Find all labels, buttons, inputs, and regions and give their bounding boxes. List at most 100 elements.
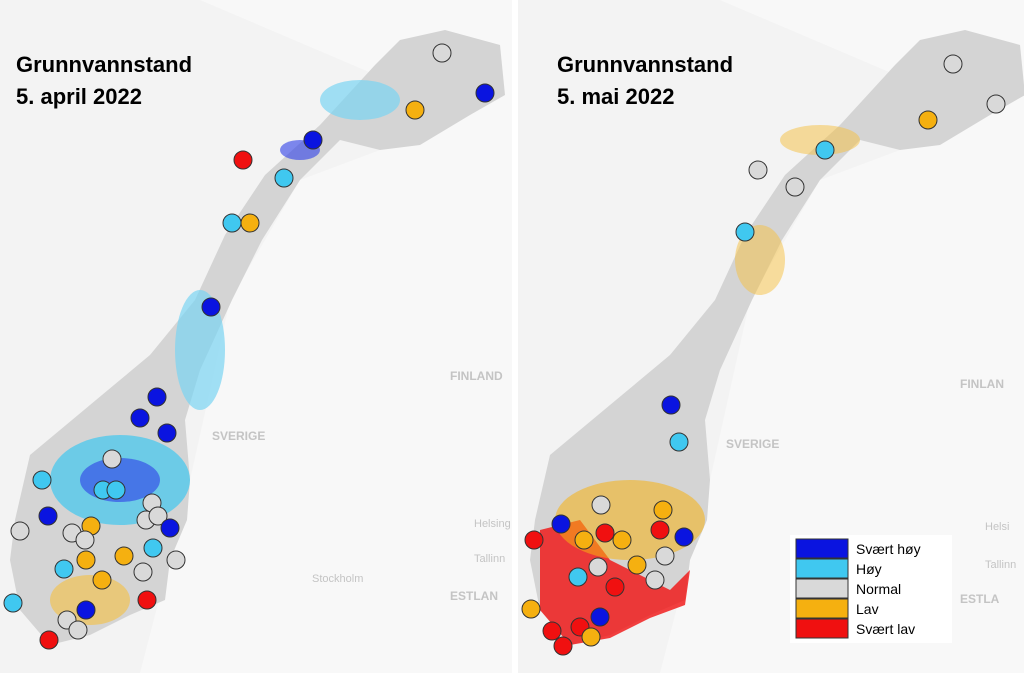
station-marker — [627, 555, 647, 575]
station-marker — [612, 530, 632, 550]
legend-swatch — [795, 578, 849, 599]
station-marker — [405, 100, 425, 120]
station-marker — [148, 506, 168, 526]
station-marker — [542, 621, 562, 641]
legend-label: Lav — [856, 601, 879, 617]
place-label: SVERIGE — [212, 429, 265, 443]
station-marker — [475, 83, 495, 103]
station-marker — [669, 432, 689, 452]
station-marker — [32, 470, 52, 490]
station-marker — [785, 177, 805, 197]
region — [175, 290, 225, 410]
neighbour-land — [140, 0, 512, 673]
station-marker — [986, 94, 1006, 114]
station-marker — [76, 600, 96, 620]
station-marker — [240, 213, 260, 233]
station-marker — [76, 550, 96, 570]
date: 5. april 2022 — [16, 84, 142, 109]
place-label: ESTLA — [960, 592, 1000, 606]
station-marker — [590, 607, 610, 627]
station-marker — [943, 54, 963, 74]
station-marker — [574, 530, 594, 550]
station-marker — [524, 530, 544, 550]
station-marker — [10, 521, 30, 541]
place-label: Helsing — [474, 518, 511, 530]
legend-label: Normal — [856, 581, 901, 597]
station-marker — [166, 550, 186, 570]
station-marker — [143, 538, 163, 558]
place-label: Helsi — [985, 521, 1009, 533]
title: Grunnvannstand — [16, 52, 192, 77]
date: 5. mai 2022 — [557, 84, 674, 109]
place-label: Tallinn — [985, 559, 1016, 571]
station-marker — [137, 590, 157, 610]
legend: Svært høy Høy Normal Lav Svært lav — [790, 535, 952, 643]
station-marker — [303, 130, 323, 150]
station-marker — [432, 43, 452, 63]
station-marker — [92, 570, 112, 590]
station-marker — [588, 557, 608, 577]
place-label: Tallinn — [474, 553, 505, 565]
station-marker — [130, 408, 150, 428]
station-marker — [3, 593, 23, 613]
station-marker — [553, 636, 573, 656]
station-marker — [735, 222, 755, 242]
station-marker — [521, 599, 541, 619]
station-marker — [114, 546, 134, 566]
station-marker — [38, 506, 58, 526]
station-marker — [653, 500, 673, 520]
legend-label: Høy — [856, 561, 882, 577]
station-marker — [568, 567, 588, 587]
station-marker — [201, 297, 221, 317]
place-label: Stockholm — [312, 573, 363, 585]
legend-swatch — [795, 598, 849, 619]
station-marker — [591, 495, 611, 515]
station-marker — [674, 527, 694, 547]
station-marker — [222, 213, 242, 233]
station-marker — [581, 627, 601, 647]
station-marker — [102, 449, 122, 469]
station-marker — [595, 523, 615, 543]
station-marker — [133, 562, 153, 582]
place-label: ESTLAN — [450, 589, 498, 603]
station-marker — [918, 110, 938, 130]
region — [735, 225, 785, 295]
station-marker — [54, 559, 74, 579]
station-marker — [655, 546, 675, 566]
station-marker — [661, 395, 681, 415]
legend-label: Svært lav — [856, 621, 915, 637]
place-label: FINLAN — [960, 377, 1004, 391]
place-label: SVERIGE — [726, 437, 779, 451]
legend-swatch — [795, 538, 849, 559]
station-marker — [75, 530, 95, 550]
legend-swatch — [795, 558, 849, 579]
stations — [3, 43, 495, 650]
title: Grunnvannstand — [557, 52, 733, 77]
place-label: FINLAND — [450, 369, 503, 383]
station-marker — [645, 570, 665, 590]
legend-swatch — [795, 618, 849, 639]
region — [780, 125, 860, 155]
station-marker — [815, 140, 835, 160]
station-marker — [106, 480, 126, 500]
station-marker — [160, 518, 180, 538]
station-marker — [68, 620, 88, 640]
station-marker — [650, 520, 670, 540]
station-marker — [605, 577, 625, 597]
region — [320, 80, 400, 120]
stations — [521, 54, 1006, 656]
station-marker — [551, 514, 571, 534]
neighbour-land — [660, 0, 1024, 673]
region — [555, 480, 705, 560]
station-marker — [157, 423, 177, 443]
map-panel: Grunnvannstand 5. april 2022 SVERIGE FIN… — [3, 0, 512, 673]
divider — [512, 0, 518, 673]
station-marker — [233, 150, 253, 170]
map-panel: Grunnvannstand 5. mai 2022 SVERIGE FINLA… — [521, 0, 1024, 673]
station-marker — [147, 387, 167, 407]
legend-label: Svært høy — [856, 541, 921, 557]
station-marker — [39, 630, 59, 650]
station-marker — [748, 160, 768, 180]
station-marker — [274, 168, 294, 188]
